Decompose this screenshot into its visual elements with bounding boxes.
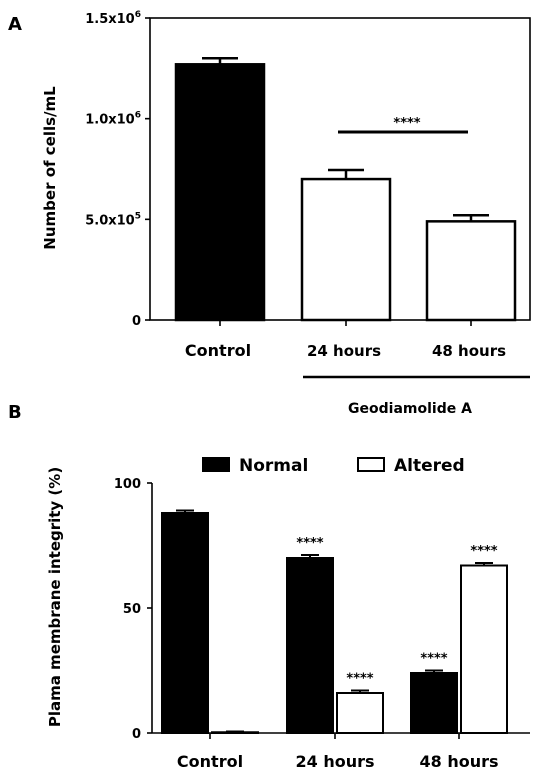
panel-a-bar: [425, 220, 517, 322]
panel-a-y-tick-label: 1.0x106: [85, 111, 141, 128]
panel-b-y-tick-label: 0: [132, 727, 141, 742]
panel-a-x-tick-label: Control: [185, 341, 251, 360]
panel-a-x-tick-label: 48 hours: [432, 342, 506, 360]
panel-b-legend-swatch: [202, 457, 230, 472]
panel-b-significance-label: ****: [470, 544, 497, 559]
panel-a-label: A: [8, 14, 22, 35]
panel-b-label: B: [8, 402, 22, 423]
panel-a-y-axis-label: Number of cells/mL: [41, 86, 59, 250]
panel-b-bar: [336, 692, 384, 734]
panel-a-y-tick-label: 1.5x106: [85, 10, 141, 27]
panel-b-bar: [161, 512, 209, 734]
panel-a-plot: 0 5.0x105 1.0x106 1.5x106 Control 24 hours 48 …: [85, 10, 531, 417]
panel-a-y-tick-label: 0: [132, 314, 141, 329]
panel-b-y-tick-label: 100: [114, 477, 141, 492]
panel-b-legend-label: Altered: [394, 456, 465, 476]
panel-b-plot: 0 50 100 Normal Altered **** **** **** **** Contr…: [114, 456, 530, 771]
panel-b-x-tick-label: Control: [177, 752, 243, 771]
panel-a-y-tick-label: 5.0x105: [85, 211, 141, 228]
panel-b-x-tick-label: 24 hours: [295, 752, 374, 771]
panel-b-significance-label: ****: [346, 672, 373, 687]
panel-b-legend-swatch: [357, 457, 385, 472]
panel-b-bar: [410, 672, 458, 734]
panel-a-significance-label: ****: [393, 116, 420, 131]
panel-b-significance-label: ****: [420, 652, 447, 667]
panel-b-x-tick-label: 48 hours: [419, 752, 498, 771]
panel-a-bar: [174, 63, 266, 322]
panel-a-x-tick-label: 24 hours: [307, 342, 381, 360]
panel-a-bar: [300, 177, 392, 322]
panel-b-bar: [460, 564, 508, 734]
panel-b-y-tick-label: 50: [123, 602, 141, 617]
panel-b-y-axis-label: Plama membrane integrity (%): [46, 467, 64, 727]
panel-b-bar: [286, 557, 334, 734]
panel-b-legend-label: Normal: [239, 456, 308, 476]
panel-b-significance-label: ****: [296, 536, 323, 551]
panel-a-group-label: Geodiamolide A: [348, 401, 472, 417]
